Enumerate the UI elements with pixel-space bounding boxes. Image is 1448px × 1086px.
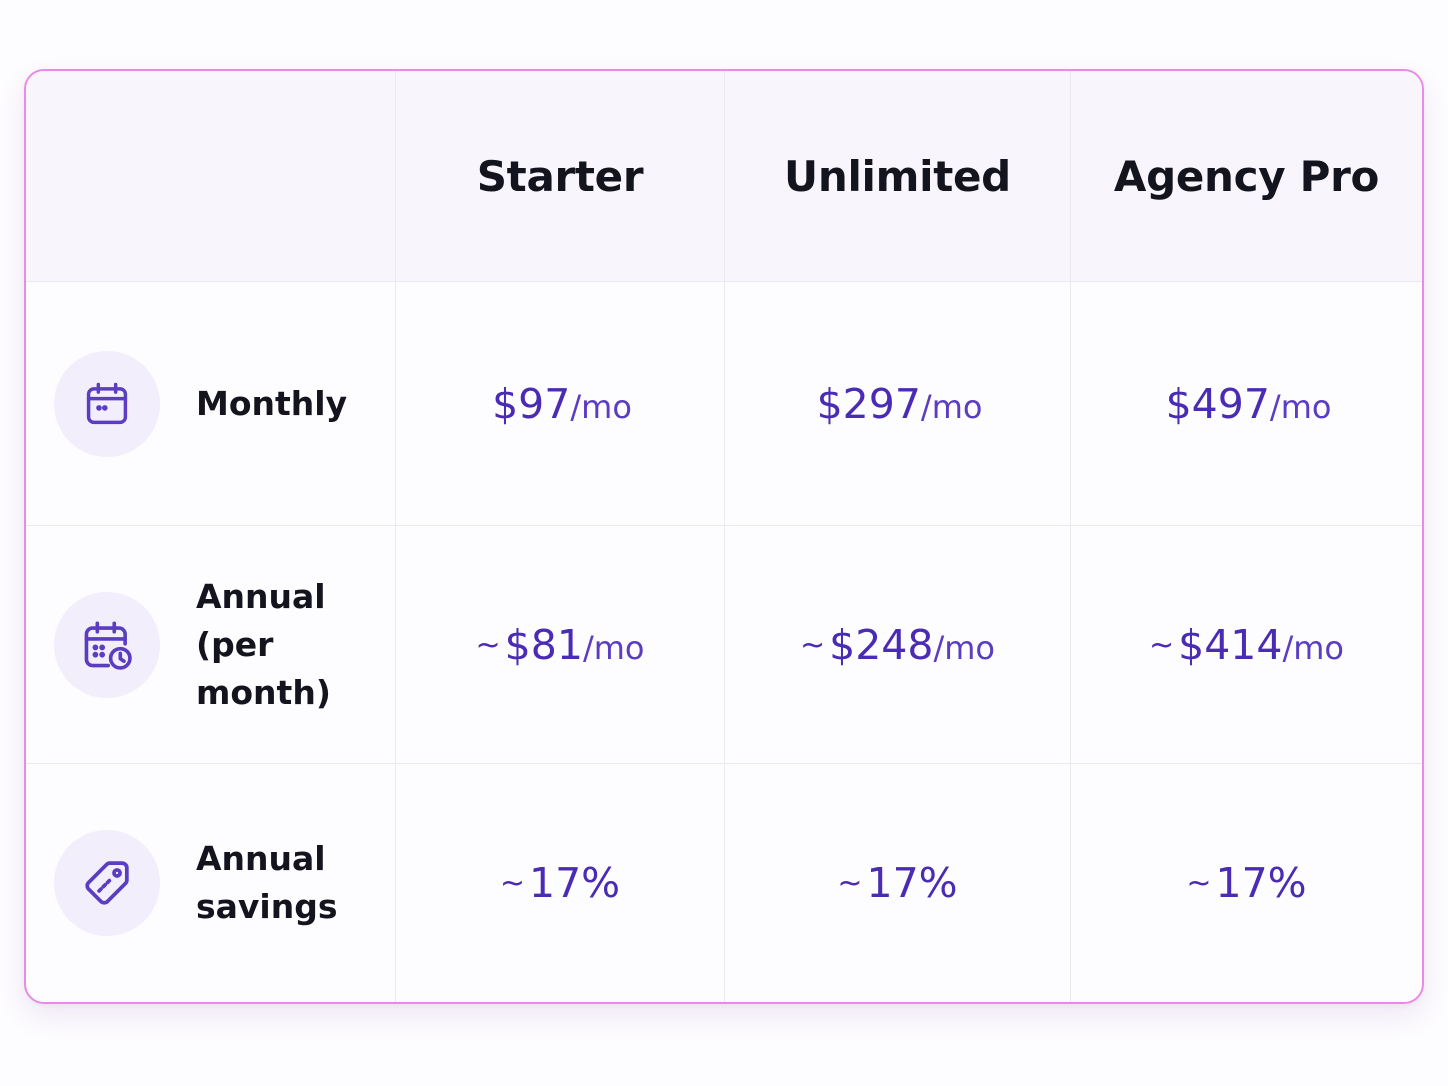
- price-cell-annual-agency-pro: ~$414/mo: [1071, 526, 1422, 764]
- price-cell-monthly-agency-pro: $497/mo: [1071, 282, 1422, 526]
- savings-value: ~17%: [837, 859, 958, 907]
- header-empty-cell: [26, 71, 396, 282]
- icon-badge: [54, 830, 160, 936]
- price-value: $497/mo: [1165, 379, 1332, 428]
- savings-value: ~17%: [1186, 859, 1307, 907]
- calendar-clock-icon: [84, 620, 132, 670]
- savings-cell-unlimited: ~17%: [725, 764, 1071, 1002]
- price-value: $297/mo: [816, 379, 983, 428]
- header-plan-starter: Starter: [396, 71, 725, 282]
- price-value: $97/mo: [492, 379, 632, 428]
- pricing-table: Starter Unlimited Agency Pro Monthly: [26, 71, 1422, 1002]
- header-plan-agency-pro: Agency Pro: [1071, 71, 1422, 282]
- row-label-annual-savings: Annual savings: [26, 764, 396, 1002]
- row-label-annual: Annual (per month): [26, 526, 396, 764]
- price-cell-monthly-unlimited: $297/mo: [725, 282, 1071, 526]
- row-label-monthly: Monthly: [26, 282, 396, 526]
- row-label-text: Monthly: [196, 383, 348, 423]
- row-label-text: Annual savings: [196, 839, 338, 926]
- price-tag-icon: [85, 861, 129, 905]
- savings-cell-starter: ~17%: [396, 764, 725, 1002]
- plan-name: Starter: [476, 151, 644, 201]
- row-label-text: Annual (per month): [196, 576, 331, 712]
- pricing-comparison-card: Starter Unlimited Agency Pro Monthly: [24, 69, 1424, 1004]
- price-value: ~$248/mo: [799, 620, 995, 669]
- price-cell-annual-unlimited: ~$248/mo: [725, 526, 1071, 764]
- price-value: ~$414/mo: [1148, 620, 1344, 669]
- plan-name: Unlimited: [784, 151, 1011, 201]
- icon-badge: [54, 591, 160, 698]
- plan-name: Agency Pro: [1113, 151, 1380, 201]
- price-value: ~$81/mo: [475, 620, 645, 669]
- calendar-icon: [86, 382, 128, 424]
- savings-value: ~17%: [499, 859, 621, 907]
- icon-badge: [54, 350, 160, 457]
- header-plan-unlimited: Unlimited: [725, 71, 1071, 282]
- price-cell-annual-starter: ~$81/mo: [396, 526, 725, 764]
- price-cell-monthly-starter: $97/mo: [396, 282, 725, 526]
- savings-cell-agency-pro: ~17%: [1071, 764, 1422, 1002]
